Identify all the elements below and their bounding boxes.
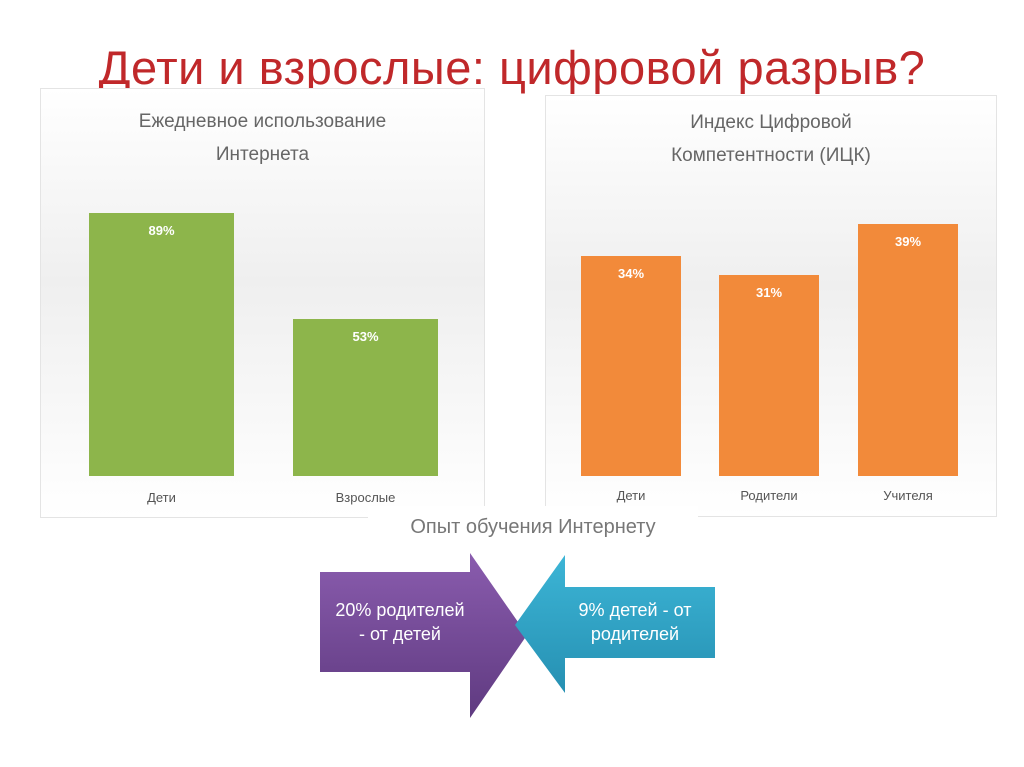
category-label: Дети: [147, 490, 176, 505]
bar-1: 89%: [89, 213, 234, 476]
arrow-text-line: 9% детей - от: [578, 600, 692, 620]
learning-title: Опыт обучения Интернету: [368, 506, 698, 546]
digital-competence-chart: Индекс Цифровой Компетентности (ИЦК) 34% Д…: [545, 95, 997, 517]
category-label: Учителя: [883, 488, 933, 503]
bar-2: 31%: [719, 275, 819, 476]
bar-2: 53%: [293, 319, 438, 476]
left-arrow-text: 20% родителей - от детей: [320, 598, 480, 646]
data-label: 89%: [148, 223, 175, 238]
data-label: 31%: [755, 285, 783, 301]
bar-1: 34%: [581, 256, 681, 476]
category-label: Взрослые: [335, 490, 396, 505]
slide-title: Дети и взрослые: цифровой разрыв?: [98, 41, 926, 94]
right-arrow-text: 9% детей - от родителей: [560, 598, 710, 646]
purple-arrow: [320, 553, 527, 718]
data-label: 53%: [352, 329, 379, 345]
data-label: 39%: [894, 233, 922, 249]
chart-title-line: Компетентности (ИЦК): [671, 145, 871, 166]
chart-title-line: Ежедневное использование: [138, 111, 387, 132]
daily-internet-chart: Ежедневное использование Интернета 89% Дет…: [40, 88, 485, 518]
category-label: Дети: [616, 488, 646, 503]
chart-title: Ежедневное использование Интернета: [41, 105, 484, 171]
bar-3: 39%: [858, 223, 958, 476]
chart-title-line: Индекс Цифровой: [690, 112, 852, 133]
data-label: 34%: [617, 266, 645, 282]
category-label: Родители: [740, 488, 798, 503]
chart-title: Индекс Цифровой Компетентности (ИЦК): [546, 106, 996, 172]
blue-arrow: [515, 555, 715, 693]
chart-title-line: Интернета: [215, 144, 310, 165]
arrow-text-line: - от детей: [359, 624, 441, 644]
arrow-text-line: родителей: [590, 624, 680, 644]
arrow-text-line: 20% родителей: [335, 600, 465, 620]
